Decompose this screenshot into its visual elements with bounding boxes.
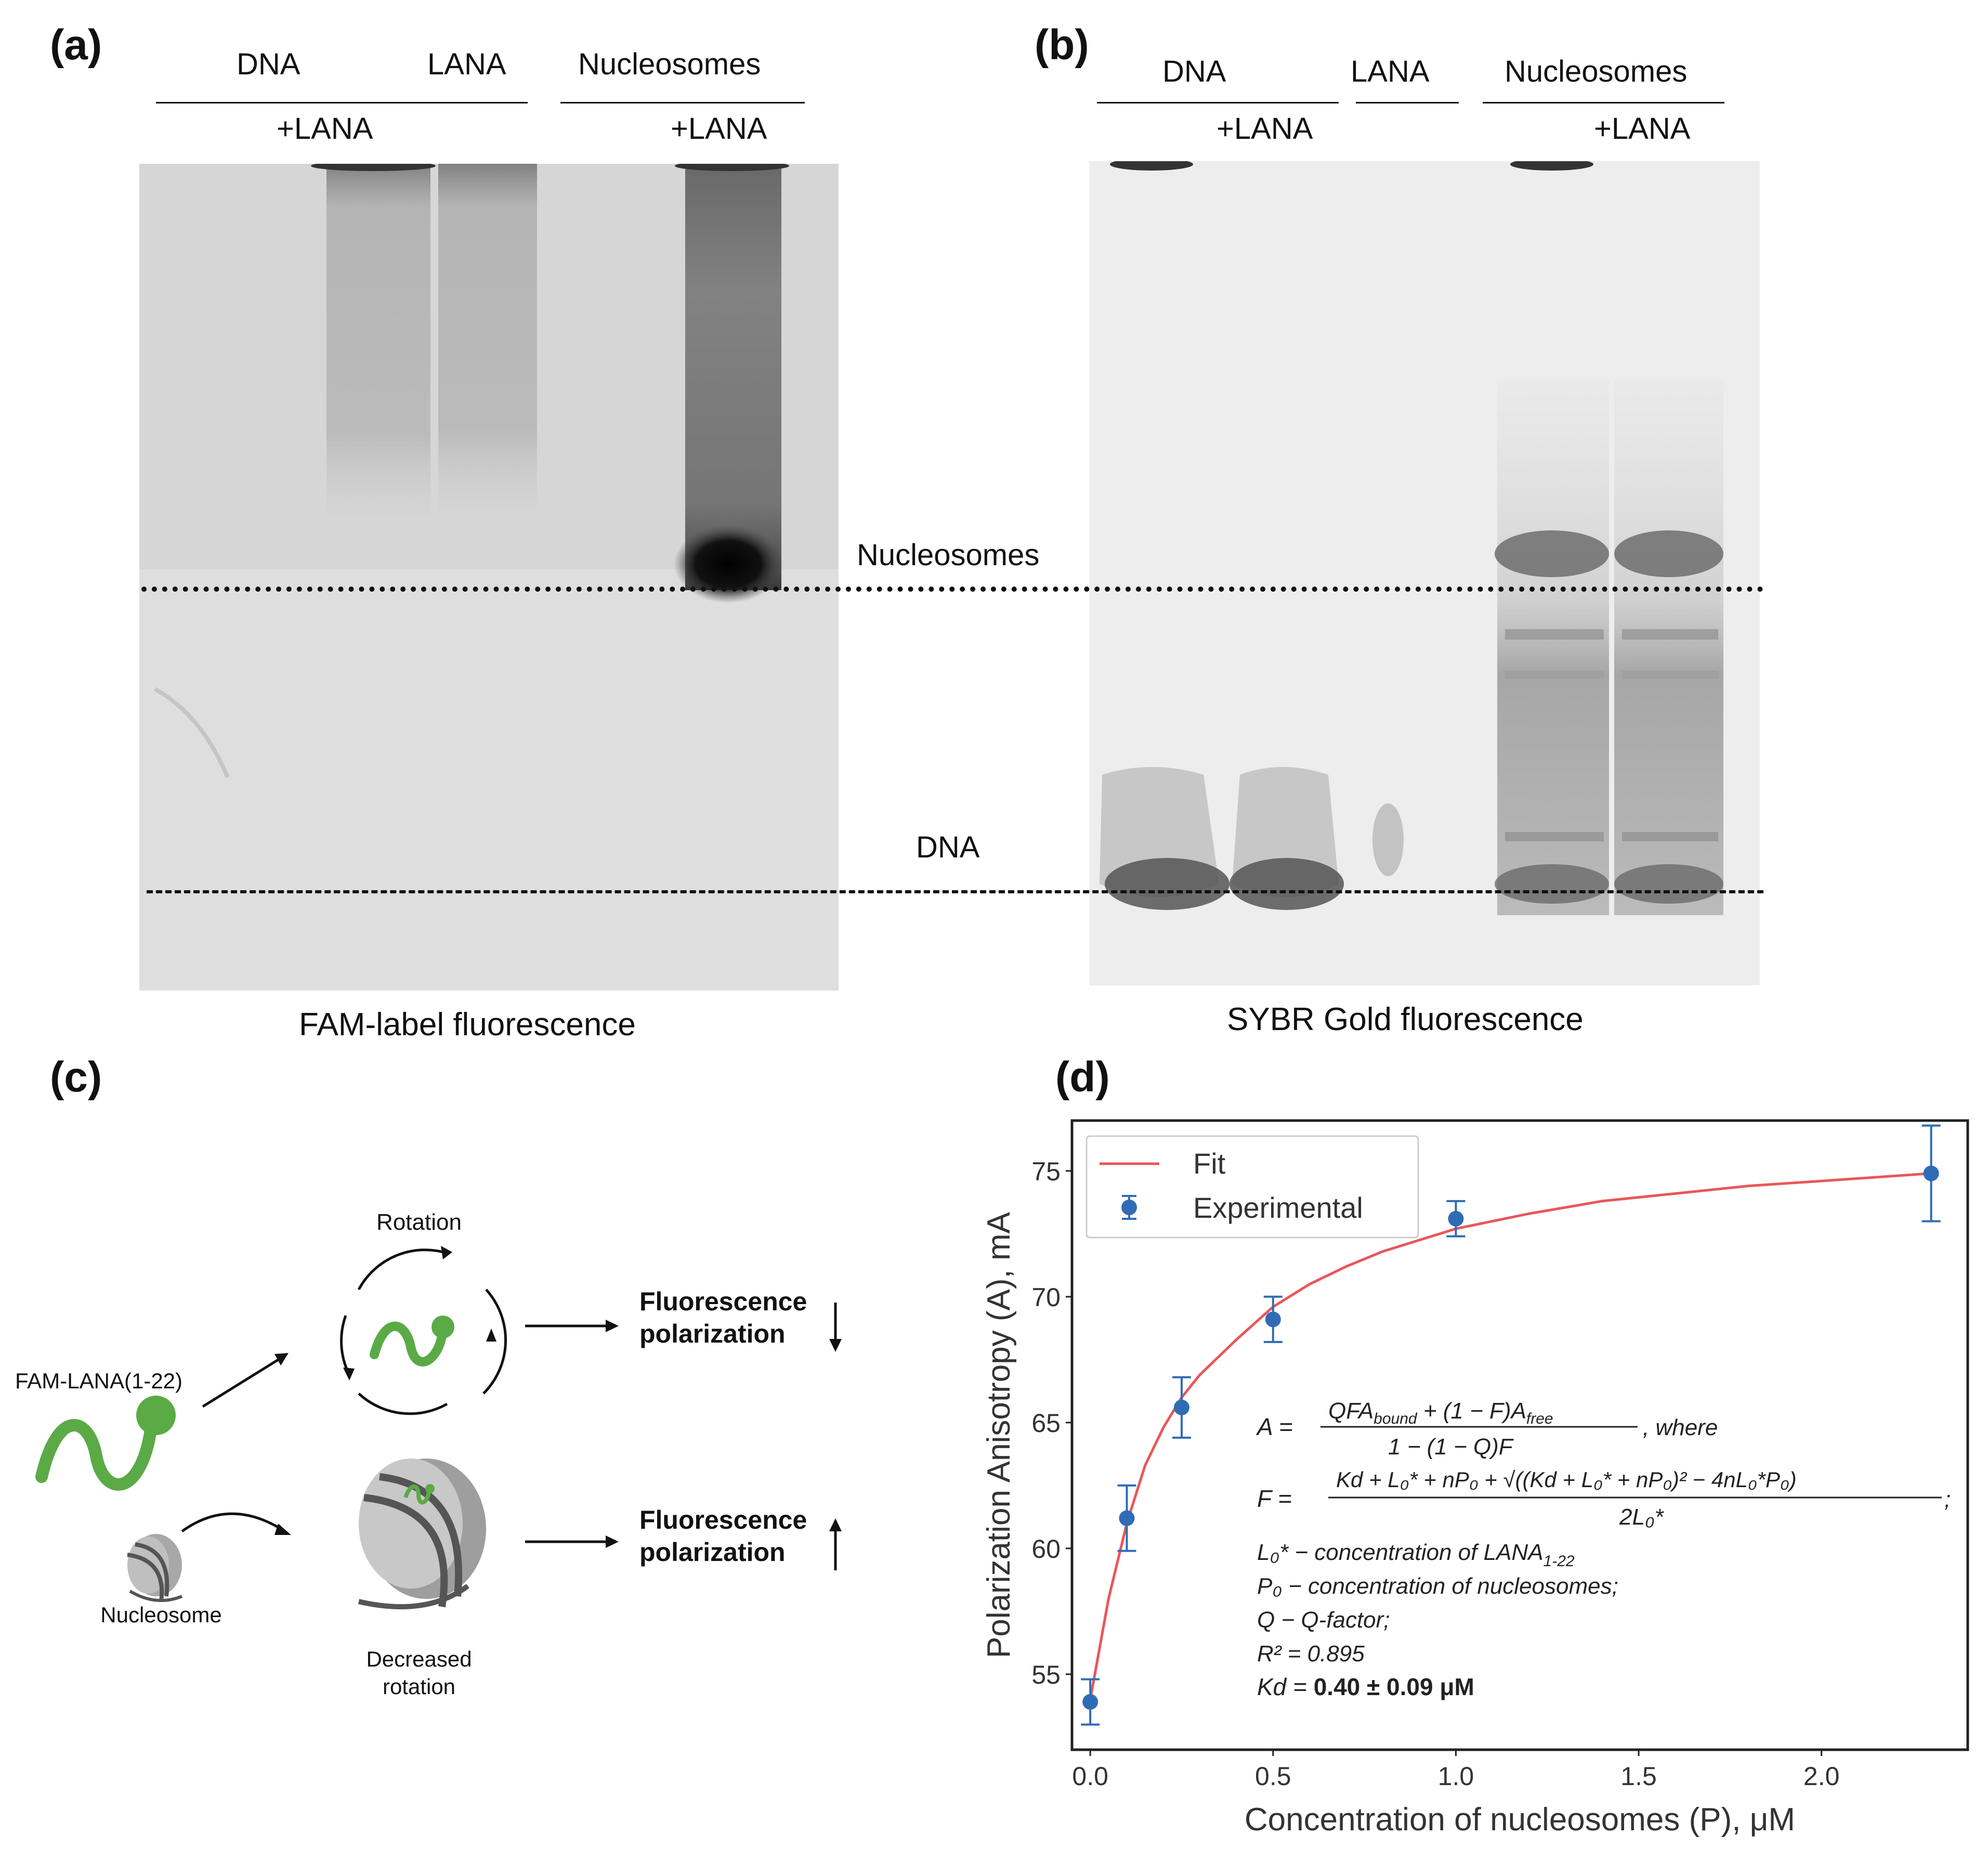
y-tick-label: 55 [1031, 1660, 1061, 1689]
fp-bottom-label-2: polarization [639, 1538, 786, 1567]
panel-b-header-nucleosomes: Nucleosomes [1505, 55, 1688, 88]
panel-a-header-lana: LANA [427, 47, 506, 81]
panel-b-header-lana: LANA [1351, 55, 1430, 88]
x-tick-label: 0.0 [1072, 1762, 1108, 1791]
x-tick-label: 2.0 [1803, 1762, 1840, 1791]
panel-b-lana-bracket [1356, 102, 1459, 103]
fp-top-label-2: polarization [639, 1319, 786, 1348]
panel-a-label: (a) [50, 21, 102, 69]
eq-a-where: , where [1643, 1415, 1718, 1440]
fam-lana-peptide-icon [35, 1396, 176, 1491]
eq-def-q: Q − Q-factor; [1257, 1607, 1390, 1633]
arrow-to-bound-icon [181, 1512, 291, 1535]
panel-a-caption: FAM-label fluorescence [299, 1007, 636, 1043]
nucleosome-marker-line [141, 587, 1763, 592]
panel-a-dna-bracket [156, 102, 418, 103]
x-tick-label: 0.5 [1255, 1762, 1291, 1791]
x-tick-label: 1.5 [1620, 1762, 1657, 1791]
panel-b-nucleosomes-bracket [1483, 102, 1724, 103]
dna-marker-line [147, 890, 1763, 893]
y-tick-label: 65 [1031, 1409, 1061, 1438]
legend-box [1085, 1135, 1419, 1239]
decreased-rotation-label-2: rotation [383, 1674, 455, 1699]
data-point [1265, 1311, 1281, 1328]
panel-a-plus-lana-nucleosomes: +LANA [671, 112, 767, 146]
panel-b-label: (b) [1035, 21, 1089, 69]
eq-a-numerator: QFAbound + (1 − F)Afree [1328, 1398, 1553, 1427]
data-point [1119, 1510, 1135, 1526]
gel-image-sybr [1089, 161, 1760, 985]
y-tick-label: 70 [1031, 1283, 1061, 1312]
rotation-label: Rotation [376, 1209, 462, 1235]
arrow-result-top-icon [525, 1320, 619, 1332]
legend-exp-label: Experimental [1193, 1191, 1363, 1224]
arrow-result-bottom-icon [525, 1535, 619, 1548]
eq-f-denominator: 2L₀* [1619, 1504, 1664, 1530]
data-point [1082, 1694, 1098, 1710]
eq-def-l: L₀* − concentration of LANA1-22 [1257, 1540, 1575, 1570]
x-tick-label: 1.0 [1438, 1762, 1474, 1791]
fam-lane-nucleosomes-lana [685, 164, 781, 590]
nucleosome-bound-icon [358, 1459, 486, 1609]
panel-d-label: (d) [1055, 1053, 1110, 1101]
binding-chart: 55 60 65 70 75 0.0 0.5 1.0 1.5 2.0 Concentration o… [981, 1119, 1969, 1838]
sybr-lane-nucleosomes-lana [1614, 380, 1723, 915]
peptide-rotating-icon [370, 1316, 454, 1367]
fp-schematic: Rotation FAM-LANA(1-22) Nucleosome [15, 1209, 842, 1699]
panel-a-plus-lana-dna: +LANA [277, 112, 373, 146]
arrow-up-icon [829, 1518, 842, 1570]
sybr-dna-band-2 [1230, 858, 1344, 910]
eq-f-end: ; [1944, 1487, 1951, 1512]
sybr-dna-band-1 [1105, 858, 1230, 910]
y-tick-label: 75 [1031, 1157, 1061, 1186]
decreased-rotation-label-1: Decreased [366, 1647, 472, 1671]
eq-f-lhs: F = [1257, 1485, 1292, 1512]
legend-fit-label: Fit [1193, 1147, 1226, 1180]
x-axis-label: Concentration of nucleosomes (P), μM [1245, 1802, 1795, 1838]
rotation-arrows-icon [340, 1246, 507, 1415]
panel-a-nucleosomes-bracket [560, 102, 805, 103]
panel-c-label: (c) [50, 1053, 102, 1101]
fam-lane-dna-lana [326, 164, 430, 611]
y-axis-label: Polarization Anisotropy (A), mA [981, 1212, 1017, 1658]
arrow-to-free-icon [202, 1353, 289, 1408]
panel-b-caption: SYBR Gold fluorescence [1227, 1001, 1584, 1037]
panel-a-header-dna: DNA [237, 47, 300, 81]
arrow-down-icon [829, 1303, 842, 1352]
fam-nucleosome-band [674, 525, 783, 603]
fp-bottom-label-1: Fluorescence [639, 1505, 807, 1534]
eq-def-p: P₀ − concentration of nucleosomes; [1257, 1573, 1618, 1599]
panel-b-plus-lana-dna: +LANA [1217, 112, 1313, 146]
data-point [1173, 1399, 1189, 1415]
panel-b-dna-bracket [1097, 102, 1339, 103]
sybr-nucleosome-band-2 [1614, 530, 1723, 577]
nucleosome-small-icon [127, 1534, 183, 1602]
sybr-nucleosome-band-1 [1495, 530, 1609, 577]
eq-f-numerator: Kd + L₀* + nP₀ + √((Kd + L₀* + nP₀)² − 4… [1336, 1467, 1797, 1492]
sybr-lane-nucleosomes [1497, 380, 1609, 915]
panel-a-header-nucleosomes: Nucleosomes [578, 47, 761, 81]
data-point [1448, 1211, 1464, 1227]
panel-a-lana-bracket [413, 102, 528, 103]
nucleosome-marker-label: Nucleosomes [857, 538, 1040, 572]
panel-b-header-dna: DNA [1162, 55, 1226, 88]
eq-a-denominator: 1 − (1 − Q)F [1388, 1434, 1514, 1460]
fp-top-label-1: Fluorescence [639, 1287, 807, 1316]
fit-curve [1089, 1172, 1931, 1700]
gel-image-fam [139, 164, 839, 991]
eq-r2: R² = 0.895 [1257, 1641, 1365, 1667]
dna-marker-label: DNA [916, 830, 980, 864]
fam-lana-label: FAM-LANA(1-22) [15, 1369, 182, 1393]
eq-a-lhs: A = [1255, 1413, 1293, 1440]
y-tick-label: 60 [1031, 1534, 1061, 1564]
legend-exp-swatch [1121, 1200, 1137, 1215]
data-point [1923, 1165, 1939, 1181]
eq-kd: Kd = 0.40 ± 0.09 μM [1257, 1673, 1474, 1700]
nucleosome-label: Nucleosome [100, 1603, 221, 1627]
fam-lane-lana [438, 164, 537, 606]
panel-b-plus-lana-nucleosomes: +LANA [1594, 112, 1691, 146]
